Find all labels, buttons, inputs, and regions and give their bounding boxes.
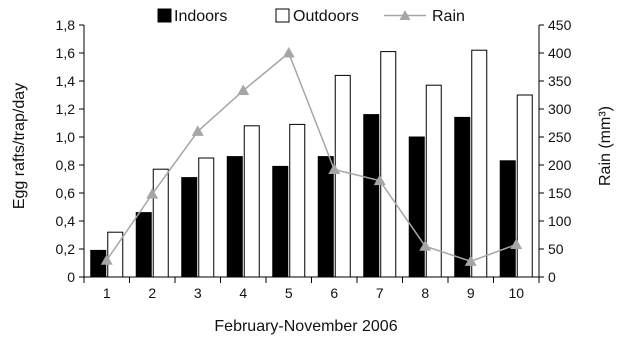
y-tick-label-right: 350 [548,73,572,89]
rain-point-7 [373,174,386,186]
x-tick-label: 6 [330,285,338,301]
y-tick-label-right: 250 [548,129,572,145]
y-tick-label-left: 0,6 [56,185,76,201]
rain-point-3 [191,125,204,136]
bar-indoors-2 [135,212,152,278]
bar-indoors-5 [272,165,289,278]
y-tick-label-right: 200 [548,157,572,173]
bar-outdoors-4 [243,125,260,278]
axes-layer [83,25,540,278]
y-tick-label-left: 1,4 [56,73,76,89]
legend-label-outdoors: Outdoors [293,8,359,25]
bar-outdoors-10 [516,94,533,278]
y-tick-label-left: 1,2 [56,101,76,117]
bar-outdoors-2 [152,168,169,278]
legend-marker-rain [399,10,411,20]
y-tick-label-left: 0 [67,269,75,285]
bar-indoors-6 [317,156,334,278]
rain-point-9 [464,255,477,266]
rain-point-4 [237,84,250,96]
rain-line [106,51,517,263]
y-tick-label-left: 0,8 [56,157,76,173]
rain-point-10 [510,238,523,250]
x-tick-label: 10 [508,285,524,301]
y-axis-left-title: Egg rafts/trap/day [11,83,28,209]
rain-point-8 [419,240,432,251]
y-tick-label-right: 450 [548,17,572,33]
x-tick-label: 5 [285,285,293,301]
y-tick-label-right: 400 [548,45,572,61]
y-tick-label-right: 150 [548,185,572,201]
bar-indoors-4 [226,156,243,278]
y-tick-label-right: 0 [548,269,556,285]
y-tick-label-right: 100 [548,213,572,229]
bar-outdoors-6 [334,74,351,278]
y-tick-label-left: 0,4 [56,213,76,229]
x-tick-label: 7 [376,285,384,301]
y-tick-label-left: 1,6 [56,45,76,61]
legend-swatch-indoors [157,8,172,23]
y-tick-label-right: 300 [548,101,572,117]
bars-layer [90,49,533,278]
legend-label-rain: Rain [432,8,465,25]
y-tick-label-left: 1,0 [56,129,76,145]
y-tick-label-right: 50 [548,241,564,257]
bar-indoors-3 [181,177,198,278]
rain-point-5 [282,47,295,58]
legend-label-indoors: Indoors [174,8,227,25]
x-tick-label: 4 [239,285,247,301]
bar-outdoors-3 [198,157,215,278]
legend: Indoors Outdoors Rain [157,8,465,25]
x-tick-label: 8 [421,285,429,301]
rain-layer [100,47,523,266]
y-tick-label-left: 1,8 [56,17,76,33]
x-tick-label: 9 [467,285,475,301]
bar-indoors-9 [454,116,471,278]
legend-swatch-outdoors [275,8,290,23]
bar-indoors-10 [499,160,516,278]
y-axis-right-title: Rain (mm³) [597,106,614,186]
bar-outdoors-5 [289,123,306,278]
ticks-layer: 0 0,2 0,4 0,6 0,8 1,0 1,2 1,4 1,6 1,8 0 50 100 150 200… [56,17,572,301]
rain-point-1 [100,254,113,265]
x-axis-title: February-November 2006 [214,318,397,335]
bar-outdoors-9 [471,49,488,278]
x-tick-label: 2 [148,285,156,301]
x-tick-label: 1 [103,285,111,301]
x-tick-label: 3 [194,285,202,301]
y-tick-label-left: 0,2 [56,241,76,257]
rain-point-2 [146,188,159,199]
rain-point-6 [328,163,341,174]
bar-indoors-8 [408,136,425,278]
bar-outdoors-7 [380,51,397,278]
bar-indoors-7 [363,114,380,278]
